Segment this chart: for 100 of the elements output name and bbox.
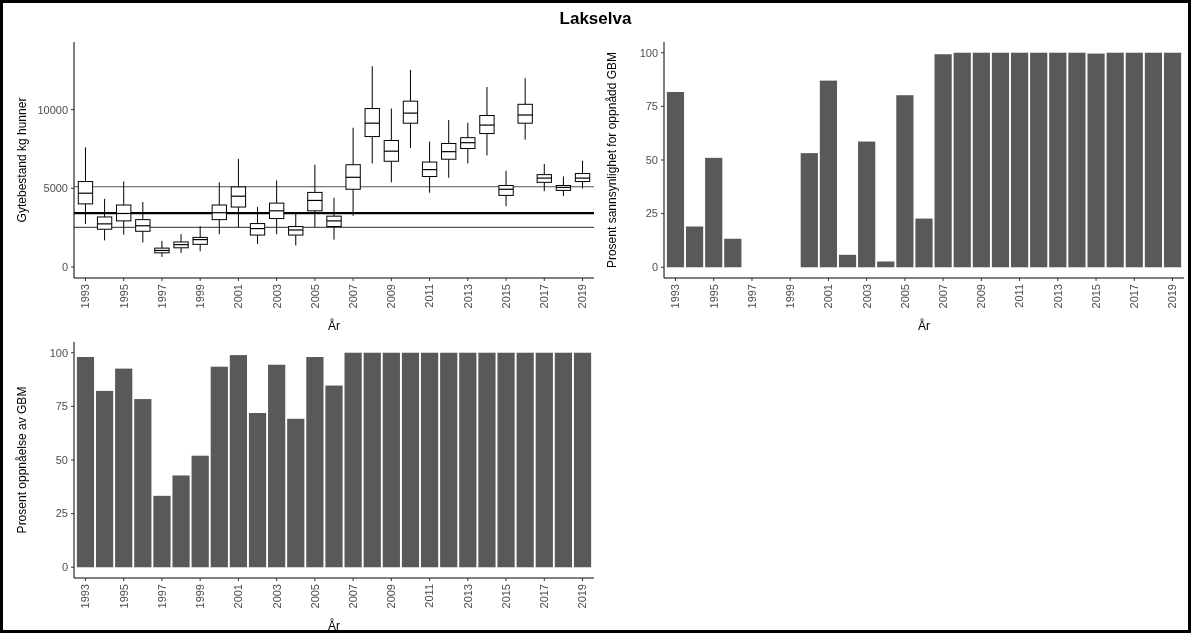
x-tick-label: 2009 — [975, 284, 988, 309]
x-tick-label: 1995 — [117, 284, 130, 309]
bar — [877, 261, 895, 268]
x-tick-label: 1993 — [79, 284, 92, 309]
bar — [991, 52, 1010, 268]
y-tick-label: 5000 — [43, 182, 68, 195]
x-axis-title: År — [328, 618, 340, 633]
bar — [210, 366, 228, 568]
x-tick-label: 2011 — [423, 284, 436, 308]
bar — [440, 352, 458, 568]
y-tick-label: 75 — [55, 400, 68, 413]
bar — [115, 368, 133, 568]
x-axis-title: År — [918, 318, 930, 333]
x-tick-label: 2005 — [308, 584, 321, 609]
x-tick-label: 2009 — [385, 284, 398, 309]
x-tick-label: 2017 — [538, 284, 551, 309]
y-tick-label: 50 — [55, 453, 68, 466]
y-tick-label: 100 — [49, 346, 68, 359]
y-axis-title: Prosent sannsynlighet for oppnådd GBM — [605, 51, 619, 269]
bar — [401, 352, 420, 568]
x-tick-label: 2015 — [499, 584, 512, 609]
x-tick-label: 2017 — [538, 584, 551, 609]
x-tick-label: 2015 — [1089, 284, 1102, 309]
x-tick-label: 2007 — [936, 284, 949, 309]
bar — [724, 238, 742, 268]
x-tick-label: 1999 — [784, 284, 797, 309]
x-tick-label: 1997 — [155, 284, 168, 309]
x-tick-label: 2005 — [898, 284, 911, 309]
bar — [287, 418, 305, 568]
bar — [535, 352, 553, 568]
bar — [248, 413, 267, 568]
bar — [134, 399, 152, 568]
bar — [95, 390, 114, 568]
x-tick-label: 2001 — [232, 284, 245, 309]
y-axis-title: Gytebestand kg hunner — [15, 97, 29, 223]
x-tick-label: 2019 — [576, 284, 589, 309]
x-tick-label: 2009 — [385, 584, 398, 609]
x-tick-label: 2003 — [270, 284, 283, 309]
y-tick-label: 75 — [645, 100, 658, 113]
bar — [1106, 52, 1124, 268]
bar — [1125, 52, 1143, 268]
y-tick-label: 100 — [639, 46, 658, 59]
bar — [666, 91, 685, 268]
bar — [1163, 52, 1182, 268]
bar — [972, 52, 990, 268]
x-tick-label: 2003 — [860, 284, 873, 309]
bar — [382, 352, 400, 568]
x-tick-label: 2013 — [461, 284, 474, 309]
bar — [363, 352, 381, 568]
bar — [306, 357, 324, 568]
bar — [819, 80, 838, 268]
bar — [268, 364, 286, 568]
bar — [1030, 52, 1048, 268]
bar — [953, 52, 971, 268]
x-tick-label: 2011 — [423, 584, 436, 608]
bar — [229, 355, 248, 568]
x-tick-label: 2001 — [822, 284, 835, 309]
x-tick-label: 2017 — [1128, 284, 1141, 309]
bar — [516, 352, 534, 568]
bar — [554, 352, 573, 568]
x-axis-title: År — [328, 318, 340, 333]
y-tick-label: 10000 — [37, 103, 68, 116]
x-tick-label: 1997 — [745, 284, 758, 309]
x-tick-label: 2011 — [1013, 284, 1026, 308]
x-tick-label: 2003 — [270, 584, 283, 609]
x-tick-label: 1993 — [669, 284, 682, 309]
bar — [838, 254, 857, 268]
bar — [915, 218, 933, 268]
x-tick-label: 2005 — [308, 284, 321, 309]
bar — [1049, 52, 1067, 268]
x-tick-label: 2013 — [1051, 284, 1064, 309]
x-tick-label: 2019 — [576, 584, 589, 609]
y-tick-label: 25 — [55, 507, 68, 520]
bar — [420, 352, 439, 568]
bar — [76, 357, 95, 568]
bar — [191, 455, 209, 568]
bar — [896, 95, 914, 268]
y-tick-label: 25 — [645, 207, 658, 220]
x-tick-label: 2001 — [232, 584, 245, 609]
bar — [705, 157, 723, 268]
bar — [325, 385, 343, 568]
x-tick-label: 1995 — [117, 584, 130, 609]
x-tick-label: 1999 — [194, 284, 207, 309]
bar — [344, 352, 362, 568]
y-axis-title: Prosent oppnåelse av GBM — [15, 386, 29, 534]
y-tick-label: 50 — [645, 153, 658, 166]
y-tick-label: 0 — [651, 261, 658, 274]
x-tick-label: 1997 — [155, 584, 168, 609]
bar — [858, 141, 876, 268]
x-tick-label: 2015 — [499, 284, 512, 309]
x-tick-label: 2007 — [346, 584, 359, 609]
bar — [1144, 52, 1163, 268]
y-tick-label: 0 — [61, 260, 68, 273]
bar — [1010, 52, 1029, 268]
x-tick-label: 1993 — [79, 584, 92, 609]
bar — [459, 352, 477, 568]
x-tick-label: 2019 — [1166, 284, 1179, 309]
x-tick-label: 2007 — [346, 284, 359, 309]
bar — [573, 352, 592, 568]
x-tick-label: 1999 — [194, 584, 207, 609]
